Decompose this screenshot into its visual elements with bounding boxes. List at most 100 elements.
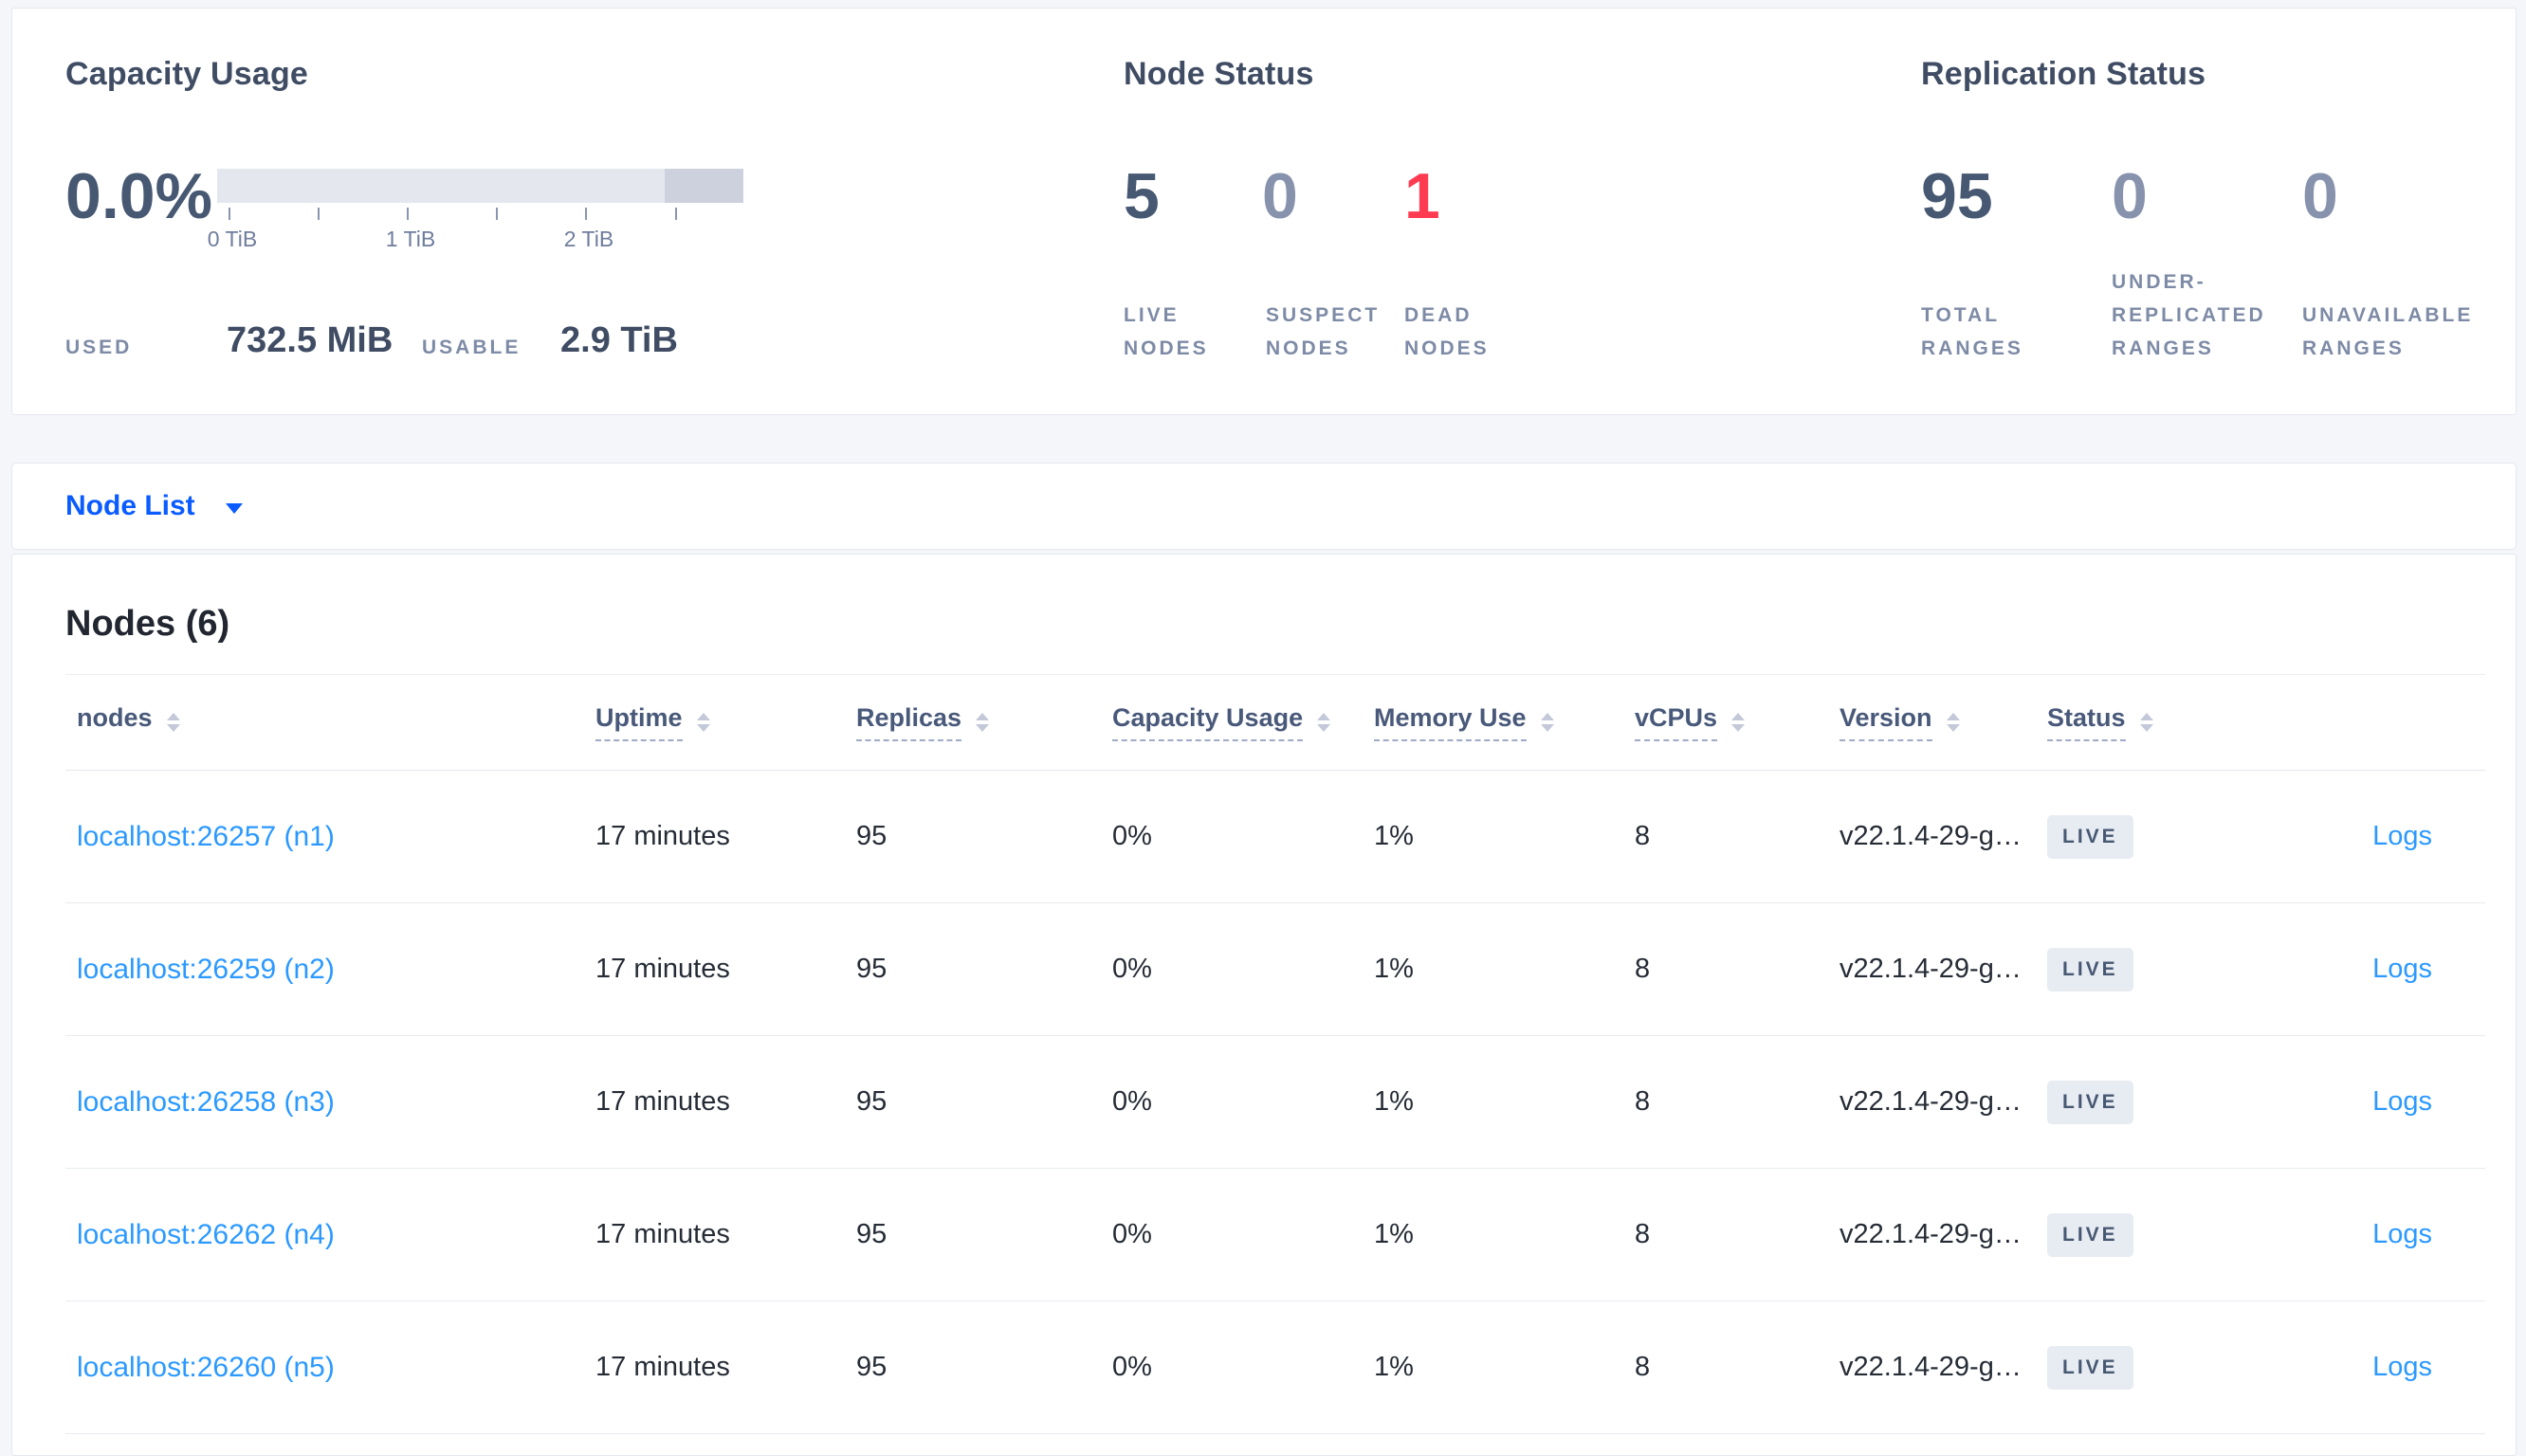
- axis-tick: [675, 208, 677, 220]
- sort-icon[interactable]: [1731, 713, 1746, 732]
- status-badge: LIVE: [2047, 1345, 2133, 1390]
- sort-icon[interactable]: [1317, 713, 1331, 732]
- uptime-cell: 17 minutes: [595, 1352, 730, 1382]
- sort-icon[interactable]: [1540, 713, 1554, 732]
- status-badge: LIVE: [2047, 947, 2133, 992]
- sort-icon[interactable]: [1946, 713, 1960, 732]
- status-badge: LIVE: [2047, 1212, 2133, 1257]
- vcpus-cell: 8: [1635, 1352, 1651, 1382]
- usable-value: 2.9 TiB: [560, 320, 678, 360]
- replicas-cell: 95: [856, 1352, 888, 1382]
- nodes-section-title: Nodes (6): [65, 604, 230, 644]
- unavailable-count: 0: [2302, 160, 2338, 232]
- capacity-percent: 0.0%: [65, 160, 212, 232]
- col-header-memory-use[interactable]: Memory Use: [1374, 703, 1635, 741]
- status-badge: LIVE: [2047, 1080, 2133, 1124]
- capacity-cell: 0%: [1112, 954, 1152, 984]
- used-label: USED: [65, 337, 133, 358]
- suspect-nodes-count: 0: [1262, 160, 1298, 232]
- status-badge: LIVE: [2047, 814, 2133, 859]
- used-value: 732.5 MiB: [227, 320, 394, 360]
- capacity-cell: 0%: [1112, 821, 1152, 851]
- memory-cell: 1%: [1374, 954, 1414, 984]
- col-header-uptime[interactable]: Uptime: [595, 703, 856, 741]
- sort-icon[interactable]: [2139, 713, 2153, 732]
- table-header-row: nodes Uptime Replicas Capacity Usage Mem…: [65, 675, 2485, 771]
- replicas-cell: 95: [856, 1086, 888, 1117]
- capacity-cell: 0%: [1112, 1352, 1152, 1382]
- sort-icon[interactable]: [976, 713, 990, 732]
- col-header-replicas[interactable]: Replicas: [856, 703, 1112, 741]
- uptime-cell: 17 minutes: [595, 821, 730, 851]
- nodes-panel: Nodes (6) nodes Uptime Replicas Capacity…: [11, 554, 2517, 1456]
- logs-link[interactable]: Logs: [2372, 1352, 2432, 1382]
- col-header-vcpus[interactable]: vCPUs: [1635, 703, 1840, 741]
- nodes-table: nodes Uptime Replicas Capacity Usage Mem…: [65, 674, 2485, 1434]
- capacity-cell: 0%: [1112, 1086, 1152, 1117]
- node-link[interactable]: localhost:26257 (n1): [77, 820, 335, 852]
- capacity-usage-title: Capacity Usage: [65, 56, 309, 92]
- sort-icon[interactable]: [166, 713, 180, 732]
- version-cell: v22.1.4-29-g…: [1840, 1086, 2022, 1117]
- cluster-summary-panel: Capacity Usage 0.0% 0 TiB 1 TiB 2 TiB US…: [11, 8, 2517, 415]
- replicas-cell: 95: [856, 1219, 888, 1249]
- vcpus-cell: 8: [1635, 1086, 1651, 1117]
- table-row: localhost:26262 (n4) 17 minutes 95 0% 1%…: [65, 1169, 2485, 1301]
- memory-cell: 1%: [1374, 1086, 1414, 1117]
- col-header-status[interactable]: Status: [2047, 703, 2193, 741]
- table-row: localhost:26258 (n3) 17 minutes 95 0% 1%…: [65, 1036, 2485, 1169]
- under-replicated-label: UNDER-REPLICATED RANGES: [2112, 271, 2266, 359]
- usable-label: USABLE: [422, 337, 522, 358]
- col-header-capacity-usage[interactable]: Capacity Usage: [1112, 703, 1374, 741]
- view-selector-bar: Node List: [11, 463, 2517, 550]
- dead-nodes-count: 1: [1404, 160, 1440, 232]
- sort-icon[interactable]: [696, 713, 710, 732]
- logs-link[interactable]: Logs: [2372, 1086, 2432, 1117]
- axis-tick: [496, 208, 498, 220]
- uptime-cell: 17 minutes: [595, 1219, 730, 1249]
- logs-link[interactable]: Logs: [2372, 821, 2432, 851]
- live-nodes-label: LIVE NODES: [1124, 304, 1209, 359]
- axis-tick: [229, 208, 230, 220]
- under-replicated-count: 0: [2112, 160, 2148, 232]
- logs-link[interactable]: Logs: [2372, 1219, 2432, 1249]
- capacity-cell: 0%: [1112, 1219, 1152, 1249]
- axis-tick-label: 0 TiB: [207, 227, 258, 251]
- col-header-nodes[interactable]: nodes: [65, 703, 595, 741]
- axis-tick-label: 2 TiB: [563, 227, 614, 251]
- node-status-title: Node Status: [1124, 56, 1314, 92]
- view-selector-label: Node List: [65, 490, 195, 521]
- version-cell: v22.1.4-29-g…: [1840, 954, 2022, 984]
- col-header-version[interactable]: Version: [1840, 703, 2047, 741]
- uptime-cell: 17 minutes: [595, 1086, 730, 1117]
- memory-cell: 1%: [1374, 1352, 1414, 1382]
- replication-status-title: Replication Status: [1921, 56, 2206, 92]
- axis-tick: [585, 208, 587, 220]
- view-selector-dropdown[interactable]: Node List: [65, 490, 243, 522]
- version-cell: v22.1.4-29-g…: [1840, 1219, 2022, 1249]
- capacity-bar-usable-segment: [217, 169, 665, 203]
- table-row: localhost:26260 (n5) 17 minutes 95 0% 1%…: [65, 1301, 2485, 1434]
- live-nodes-count: 5: [1124, 160, 1160, 232]
- node-link[interactable]: localhost:26258 (n3): [77, 1085, 335, 1118]
- capacity-bar-other-segment: [665, 169, 743, 203]
- memory-cell: 1%: [1374, 1219, 1414, 1249]
- memory-cell: 1%: [1374, 821, 1414, 851]
- vcpus-cell: 8: [1635, 1219, 1651, 1249]
- axis-tick-label: 1 TiB: [385, 227, 436, 251]
- table-row: localhost:26257 (n1) 17 minutes 95 0% 1%…: [65, 771, 2485, 903]
- node-link[interactable]: localhost:26262 (n4): [77, 1218, 335, 1250]
- node-link[interactable]: localhost:26259 (n2): [77, 953, 335, 985]
- vcpus-cell: 8: [1635, 821, 1651, 851]
- suspect-nodes-label: SUSPECT NODES: [1266, 304, 1381, 359]
- version-cell: v22.1.4-29-g…: [1840, 821, 2022, 851]
- axis-tick: [318, 208, 320, 220]
- capacity-bar: [217, 169, 743, 203]
- node-link[interactable]: localhost:26260 (n5): [77, 1351, 335, 1383]
- chevron-down-icon: [225, 502, 243, 514]
- logs-link[interactable]: Logs: [2372, 954, 2432, 984]
- vcpus-cell: 8: [1635, 954, 1651, 984]
- table-row: localhost:26259 (n2) 17 minutes 95 0% 1%…: [65, 903, 2485, 1036]
- dead-nodes-label: DEAD NODES: [1404, 304, 1490, 359]
- total-ranges-count: 95: [1921, 160, 1993, 232]
